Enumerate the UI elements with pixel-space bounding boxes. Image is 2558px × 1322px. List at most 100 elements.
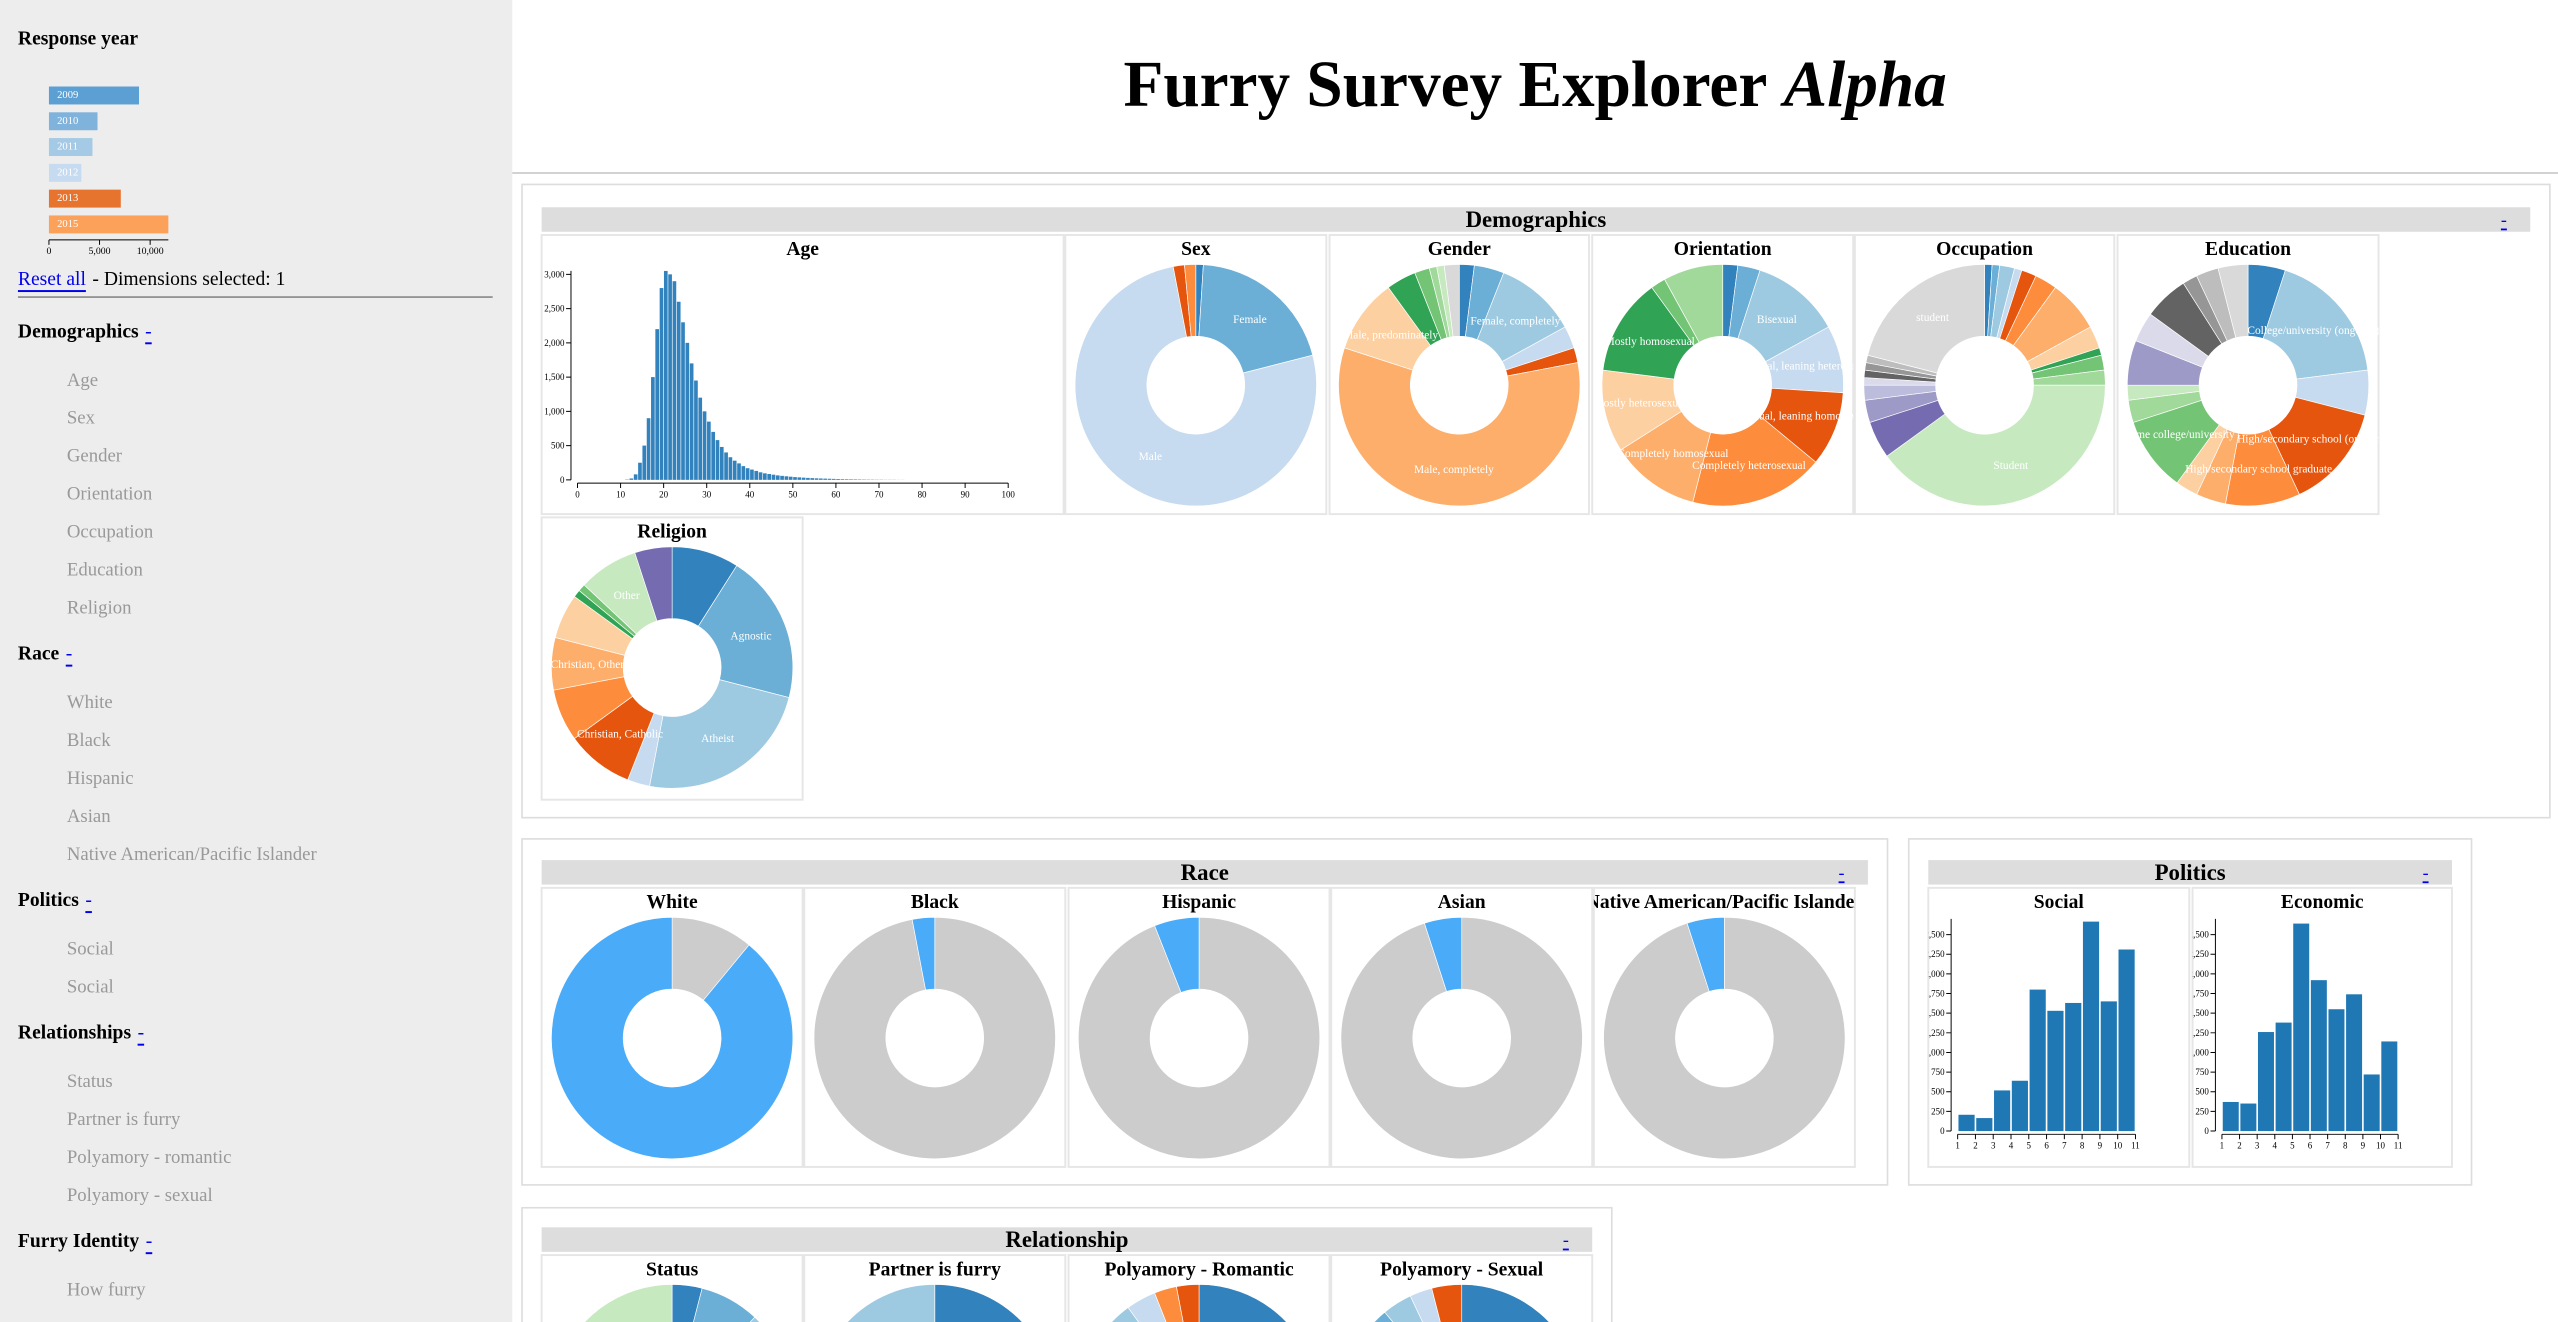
year-bar[interactable] <box>48 163 82 182</box>
group-toggle[interactable]: - <box>145 321 152 342</box>
histogram-bar[interactable] <box>849 479 853 480</box>
pie-slice[interactable] <box>649 679 790 789</box>
histogram-bar[interactable] <box>771 474 776 480</box>
year-bar[interactable] <box>48 138 93 157</box>
pie-slice[interactable] <box>1340 916 1583 1160</box>
histogram-bar[interactable] <box>732 460 737 480</box>
pie-slice[interactable] <box>697 565 794 698</box>
pie-slice[interactable] <box>671 1284 703 1322</box>
dimension-item[interactable]: Asian <box>67 806 111 827</box>
year-bar[interactable] <box>48 86 140 105</box>
histogram-bar[interactable] <box>2029 989 2046 1132</box>
histogram-bar[interactable] <box>784 476 789 480</box>
histogram-bar[interactable] <box>2100 1001 2117 1132</box>
histogram-bar[interactable] <box>694 380 698 480</box>
pie-slice[interactable] <box>2217 264 2249 339</box>
histogram-bar[interactable] <box>827 478 832 480</box>
histogram-bar[interactable] <box>707 421 711 480</box>
pie-slice[interactable] <box>1431 1284 1463 1322</box>
histogram-bar[interactable] <box>2240 1103 2257 1132</box>
pie-slice[interactable] <box>1443 264 1460 337</box>
histogram-bar[interactable] <box>2065 1002 2082 1132</box>
histogram-bar[interactable] <box>724 452 728 480</box>
pie-slice[interactable] <box>1423 916 1463 992</box>
histogram-bar[interactable] <box>715 440 720 480</box>
panel-toggle[interactable]: - <box>2501 210 2507 230</box>
dimension-item[interactable]: Age <box>67 370 98 391</box>
dimension-item[interactable]: Occupation <box>67 522 154 543</box>
histogram-bar[interactable] <box>1958 1114 1975 1132</box>
year-bar[interactable] <box>48 112 98 131</box>
histogram-bar[interactable] <box>797 477 802 480</box>
histogram-bar[interactable] <box>663 270 668 480</box>
histogram-bar[interactable] <box>633 474 638 480</box>
reset-link[interactable]: Reset all <box>18 269 87 290</box>
histogram-bar[interactable] <box>2118 949 2135 1132</box>
pie-slice[interactable] <box>706 1316 789 1322</box>
histogram-bar[interactable] <box>672 281 677 480</box>
pie-slice[interactable] <box>1106 1307 1170 1322</box>
pie-slice[interactable] <box>1867 264 1985 374</box>
histogram-bar[interactable] <box>698 397 703 480</box>
histogram-bar[interactable] <box>823 478 827 480</box>
pie-slice[interactable] <box>934 1284 1056 1322</box>
histogram-bar[interactable] <box>2011 1080 2028 1132</box>
histogram-bar[interactable] <box>638 462 642 480</box>
pie-slice[interactable] <box>1461 1284 1583 1322</box>
year-bar[interactable] <box>48 215 169 234</box>
histogram-bar[interactable] <box>767 474 771 480</box>
group-toggle[interactable]: - <box>66 643 73 664</box>
histogram-bar[interactable] <box>681 322 685 480</box>
pie-slice[interactable] <box>2262 269 2369 380</box>
dimension-item[interactable]: Sex <box>67 408 96 429</box>
histogram-bar[interactable] <box>754 470 759 480</box>
pie-slice[interactable] <box>1127 1292 1181 1322</box>
histogram-bar[interactable] <box>780 475 784 480</box>
dimension-item[interactable]: Polyamory - sexual <box>67 1185 213 1206</box>
dimension-item[interactable]: Partner is furry <box>67 1109 181 1130</box>
histogram-bar[interactable] <box>711 431 716 480</box>
dimension-item[interactable]: Status <box>67 1071 113 1092</box>
panel-toggle[interactable]: - <box>1839 862 1845 882</box>
histogram-bar[interactable] <box>1994 1090 2011 1132</box>
histogram-bar[interactable] <box>676 301 681 480</box>
pie-slice[interactable] <box>1338 347 1581 507</box>
pie-slice[interactable] <box>813 916 1056 1160</box>
histogram-bar[interactable] <box>831 478 836 480</box>
histogram-bar[interactable] <box>2328 1009 2345 1132</box>
histogram-bar[interactable] <box>737 463 741 480</box>
histogram-bar[interactable] <box>2082 921 2100 1132</box>
histogram-bar[interactable] <box>728 457 733 480</box>
dimension-item[interactable]: Polyamory - romantic <box>67 1147 232 1168</box>
histogram-bar[interactable] <box>741 466 746 480</box>
pie-slice[interactable] <box>1686 916 1725 992</box>
histogram-bar[interactable] <box>2275 1022 2292 1132</box>
group-toggle[interactable]: - <box>146 1231 153 1252</box>
dimension-item[interactable]: White <box>67 692 113 713</box>
pie-slice[interactable] <box>1664 264 1724 343</box>
histogram-bar[interactable] <box>788 476 793 480</box>
pie-slice[interactable] <box>1692 415 1817 507</box>
histogram-bar[interactable] <box>2293 923 2310 1132</box>
histogram-bar[interactable] <box>2222 1101 2239 1132</box>
dimension-item[interactable]: Orientation <box>67 484 153 505</box>
pie-slice[interactable] <box>814 1284 950 1322</box>
histogram-bar[interactable] <box>758 472 763 480</box>
histogram-bar[interactable] <box>655 329 660 480</box>
pie-slice[interactable] <box>1078 916 1321 1160</box>
pie-slice[interactable] <box>911 916 936 991</box>
histogram-bar[interactable] <box>806 477 810 480</box>
dimension-item[interactable]: Hispanic <box>67 768 134 789</box>
pie-slice[interactable] <box>1184 264 1197 337</box>
pie-slice[interactable] <box>1074 266 1317 507</box>
histogram-bar[interactable] <box>2363 1074 2380 1132</box>
panel-toggle[interactable]: - <box>2423 862 2429 882</box>
histogram-bar[interactable] <box>763 473 767 480</box>
dimension-item[interactable]: Religion <box>67 597 132 618</box>
histogram-bar[interactable] <box>629 478 634 480</box>
pie-slice[interactable] <box>1603 916 1846 1160</box>
histogram-bar[interactable] <box>2310 980 2327 1132</box>
histogram-bar[interactable] <box>719 446 724 480</box>
histogram-bar[interactable] <box>2047 1010 2064 1132</box>
panel-toggle[interactable]: - <box>1563 1230 1569 1250</box>
